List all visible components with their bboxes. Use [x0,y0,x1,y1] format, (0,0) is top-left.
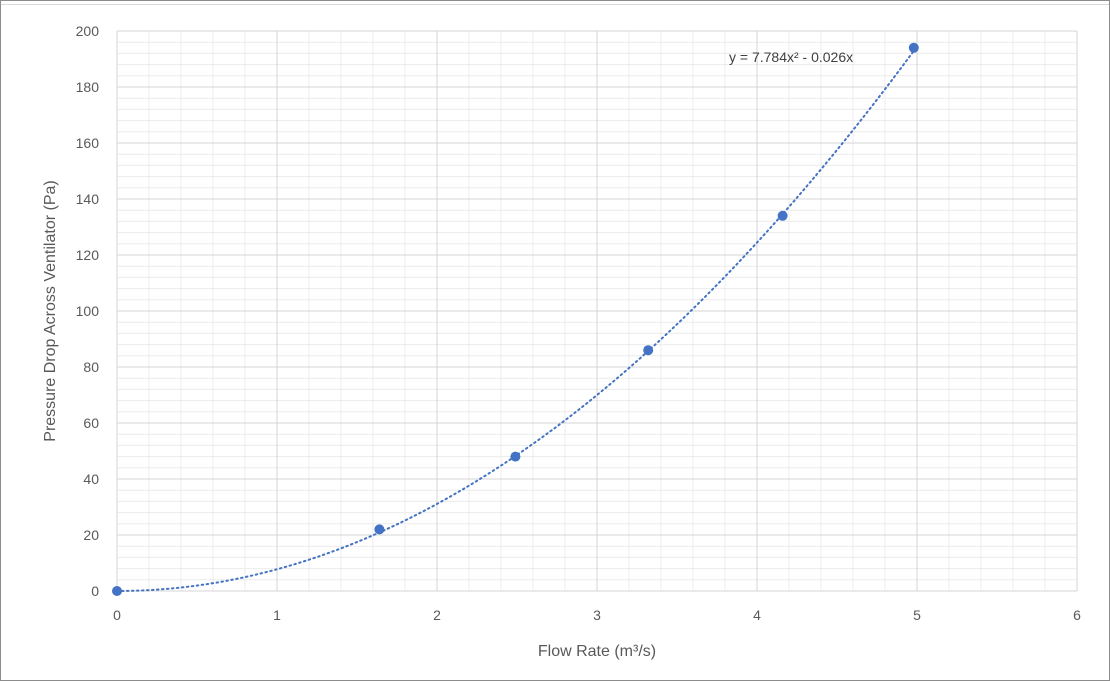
y-tick-label: 40 [83,471,99,487]
data-point [374,524,385,535]
y-tick-label: 140 [76,191,100,207]
data-point [510,451,521,462]
y-tick-label: 200 [76,23,100,39]
data-point [112,586,122,596]
y-tick-label: 0 [91,583,99,599]
y-axis-ticks: 0 20 40 60 80 100 120 140 160 180 200 [76,23,100,599]
y-axis-title: Pressure Drop Across Ventilator (Pa) [42,180,59,441]
y-tick-label: 120 [76,247,100,263]
y-tick-label: 160 [76,135,100,151]
major-gridlines [116,30,1078,592]
y-tick-label: 100 [76,303,100,319]
y-tick-label: 80 [83,359,99,375]
y-tick-label: 20 [83,527,99,543]
data-points [112,42,919,596]
data-point [777,210,788,221]
x-axis-title: Flow Rate (m³/s) [538,643,656,660]
x-tick-label: 6 [1073,607,1081,623]
x-tick-label: 1 [273,607,281,623]
x-tick-label: 3 [593,607,601,623]
y-tick-label: 180 [76,79,100,95]
x-tick-label: 5 [913,607,921,623]
x-tick-label: 0 [113,607,121,623]
x-tick-label: 4 [753,607,761,623]
x-axis-ticks: 0 1 2 3 4 5 6 [113,607,1081,623]
top-strip [1,1,1109,5]
x-tick-label: 2 [433,607,441,623]
data-point [643,345,654,356]
trendline-equation: y = 7.784x² - 0.026x [729,49,853,65]
data-point [908,42,919,53]
y-tick-label: 60 [83,415,99,431]
